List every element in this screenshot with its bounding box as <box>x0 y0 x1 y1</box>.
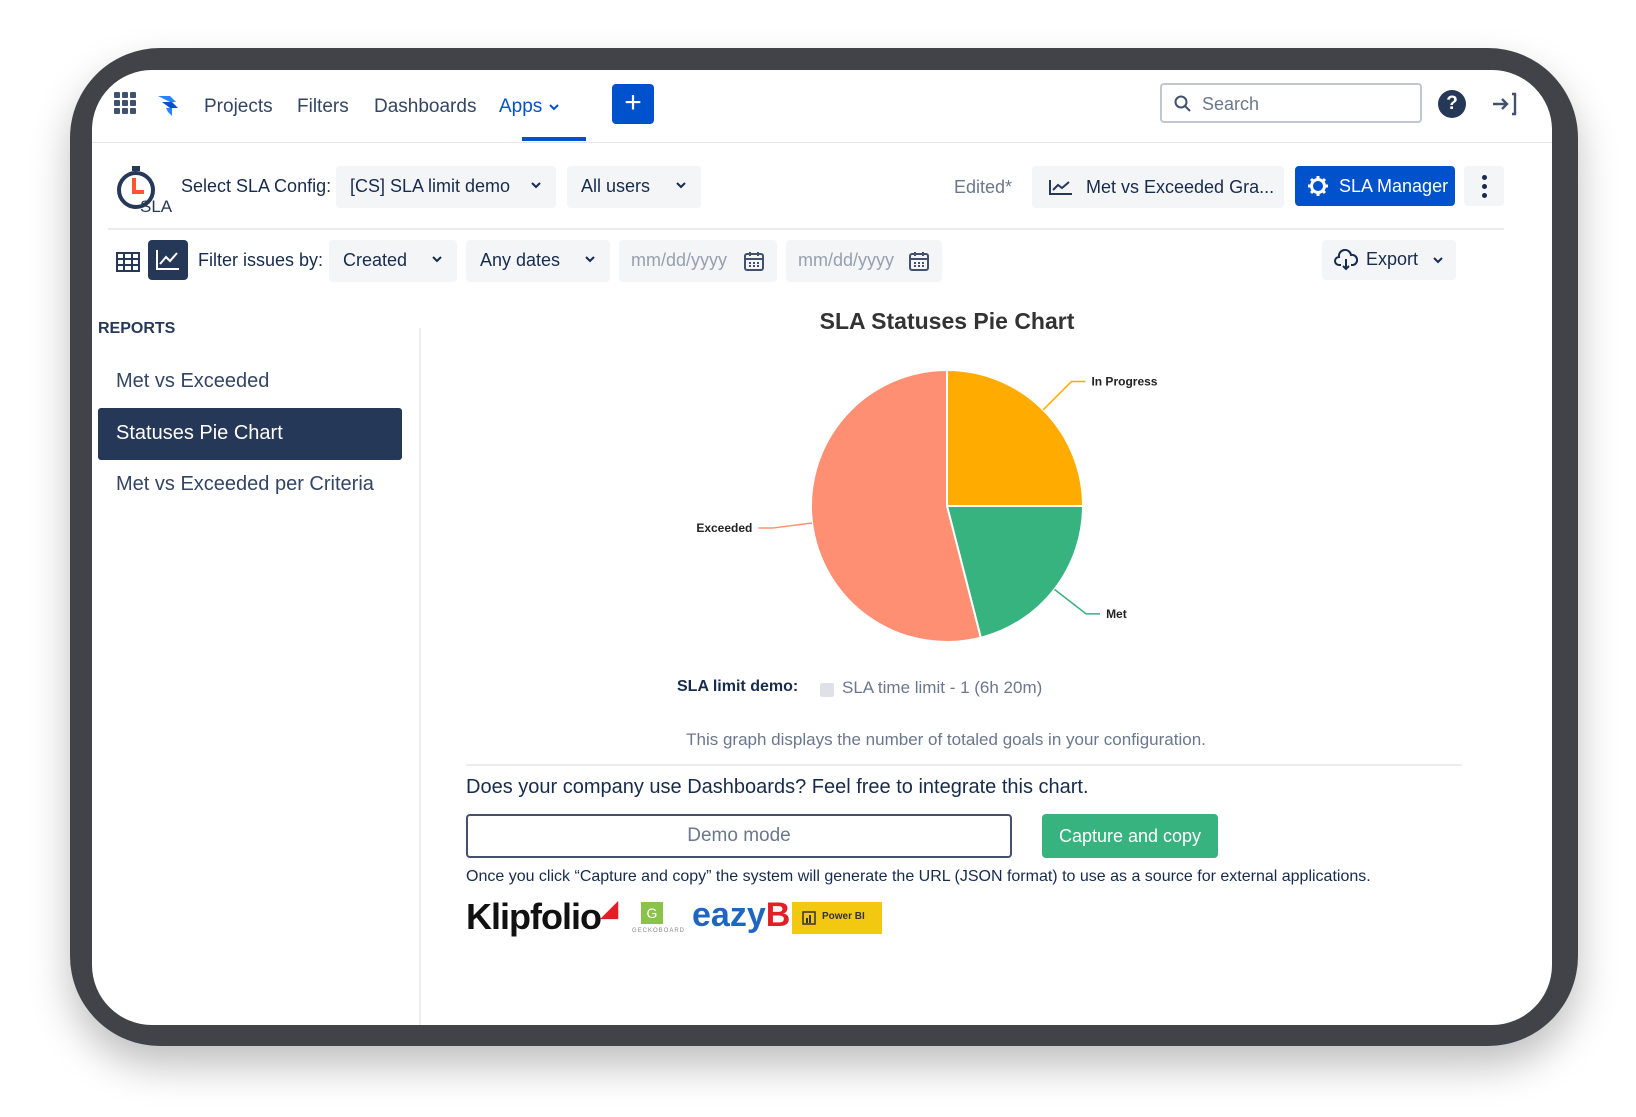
nav-dashboards[interactable]: Dashboards <box>374 96 477 117</box>
export-label: Export <box>1366 249 1419 269</box>
sidebar-divider <box>419 328 421 1025</box>
integrate-heading: Does your company use Dashboards? Feel f… <box>466 776 1089 798</box>
pie-leader-line <box>1054 588 1101 615</box>
create-button[interactable]: + <box>612 84 654 124</box>
date-from-placeholder: mm/dd/yyyy <box>631 250 728 270</box>
geckoboard-logo-text: GECKOBOARD <box>632 928 686 934</box>
power-bi-logo: Power BI <box>792 902 882 934</box>
line-chart-icon <box>156 250 179 270</box>
app-switcher-icon[interactable] <box>114 92 136 114</box>
reports-heading: REPORTS <box>98 320 176 337</box>
chevron-down-icon <box>585 256 595 263</box>
graph-value: Met vs Exceeded Gra... <box>1086 177 1275 197</box>
date-range-value: Any dates <box>480 250 561 270</box>
eazybi-logo: eazyBI <box>692 896 800 935</box>
power-bi-icon <box>802 911 816 925</box>
sla-logo-text: SLA <box>140 197 173 216</box>
line-chart-icon <box>1049 180 1072 195</box>
capture-and-copy-button[interactable]: Capture and copy <box>1042 814 1218 858</box>
nav-apps[interactable]: Apps <box>499 96 560 118</box>
more-options-icon[interactable] <box>1464 166 1504 206</box>
date-range-dropdown[interactable]: Any dates <box>466 240 610 282</box>
legend-label: SLA limit demo: <box>677 678 799 695</box>
pie-leader-line <box>1042 380 1086 411</box>
users-value: All users <box>581 176 651 196</box>
sign-in-icon[interactable] <box>1490 90 1518 118</box>
sla-config-value: [CS] SLA limit demo <box>350 176 511 196</box>
help-icon[interactable]: ? <box>1438 90 1466 118</box>
search-icon <box>1174 95 1191 112</box>
geckoboard-logo-mark: G <box>641 902 663 924</box>
nav-projects[interactable]: Projects <box>204 96 273 117</box>
sidebar-item-statuses-pie-chart[interactable]: Statuses Pie Chart <box>98 408 402 460</box>
chart-title: SLA Statuses Pie Chart <box>819 308 1075 334</box>
sla-config-dropdown[interactable]: [CS] SLA limit demo <box>336 166 556 208</box>
chevron-down-icon <box>548 104 559 111</box>
pie-chart: In Progress Met Exceeded <box>696 368 1158 643</box>
pie-label-met: Met <box>1106 607 1127 621</box>
pie-label-in-progress: In Progress <box>1091 375 1157 389</box>
top-navigation: Projects Filters Dashboards Apps + Searc… <box>92 70 1552 143</box>
sla-manager-button[interactable]: SLA Manager <box>1295 166 1455 206</box>
app-screen: Projects Filters Dashboards Apps + Searc… <box>92 70 1552 1025</box>
sidebar-item-met-vs-exceeded[interactable]: Met vs Exceeded <box>116 370 270 392</box>
divider <box>108 228 1504 230</box>
calendar-icon <box>909 252 929 271</box>
table-view-icon[interactable] <box>108 242 148 282</box>
search-input[interactable]: Search <box>1160 83 1422 123</box>
url-output-field[interactable]: Demo mode <box>466 814 1012 858</box>
date-from-input[interactable]: mm/dd/yyyy <box>619 240 777 282</box>
jira-logo-icon[interactable] <box>154 90 182 118</box>
chevron-down-icon <box>531 182 541 189</box>
geckoboard-logo: G GECKOBOARD <box>632 902 686 934</box>
chevron-down-icon <box>1433 257 1443 264</box>
search-placeholder: Search <box>1202 94 1260 114</box>
filter-issues-label: Filter issues by: <box>198 250 324 270</box>
pie-label-exceeded: Exceeded <box>696 521 752 535</box>
chevron-down-icon <box>432 256 442 263</box>
chevron-down-icon <box>676 182 686 189</box>
active-tab-indicator <box>522 137 586 141</box>
legend-item[interactable]: SLA time limit - 1 (6h 20m) <box>842 678 1043 697</box>
eazybi-logo-text: eazy <box>692 896 766 934</box>
cloud-download-icon <box>1334 249 1358 271</box>
nav-filters[interactable]: Filters <box>297 96 349 117</box>
graph-dropdown[interactable]: Met vs Exceeded Gra... <box>1032 166 1284 208</box>
divider <box>466 764 1462 766</box>
pie-leader-line <box>758 522 813 529</box>
klipfolio-logo: Klipfolio◢ <box>466 896 618 937</box>
filter-field-dropdown[interactable]: Created <box>329 240 457 282</box>
pie-slice-met[interactable] <box>945 505 1085 639</box>
chart-caption: This graph displays the number of totale… <box>686 730 1206 749</box>
sla-manager-label: SLA Manager <box>1339 176 1449 196</box>
integration-note: Once you click “Capture and copy” the sy… <box>466 868 1371 885</box>
users-dropdown[interactable]: All users <box>567 166 701 208</box>
select-sla-config-label: Select SLA Config: <box>181 176 332 196</box>
nav-apps-label: Apps <box>499 96 543 117</box>
export-button[interactable]: Export <box>1322 240 1456 280</box>
sla-logo: SLA <box>117 166 173 216</box>
edited-label: Edited* <box>954 177 1013 197</box>
klipfolio-logo-text: Klipfolio <box>466 896 602 937</box>
gear-icon <box>1308 176 1328 196</box>
filter-field-value: Created <box>343 250 408 270</box>
date-to-placeholder: mm/dd/yyyy <box>798 250 895 270</box>
calendar-icon <box>744 252 764 271</box>
legend-checkbox[interactable] <box>820 683 834 697</box>
date-to-input[interactable]: mm/dd/yyyy <box>786 240 942 282</box>
pie-slice-in-progress[interactable] <box>946 368 1085 507</box>
chart-view-button[interactable] <box>148 240 188 280</box>
power-bi-logo-text: Power BI <box>822 911 865 922</box>
sidebar-item-met-vs-exceeded-per-criteria[interactable]: Met vs Exceeded per Criteria <box>116 473 374 495</box>
